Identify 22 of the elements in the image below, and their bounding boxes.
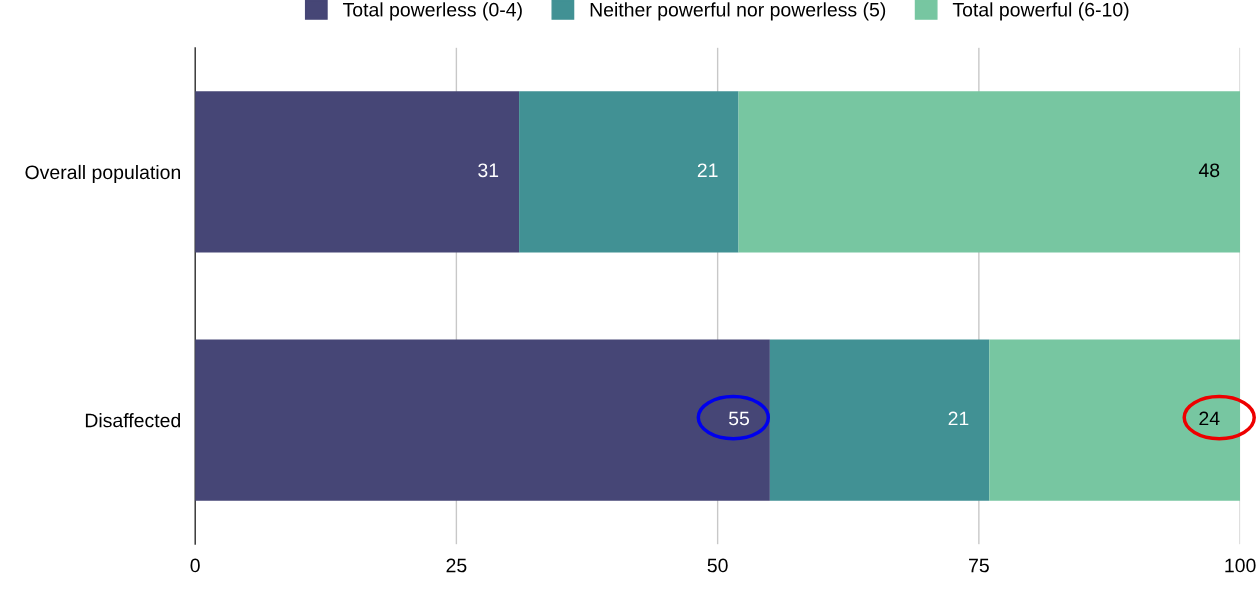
bar [738,91,1241,253]
bar [519,91,739,253]
data-label: 24 [1199,411,1220,426]
data-label: 48 [1198,163,1220,178]
bar [769,339,990,501]
x-tick-label: 0 [190,558,200,573]
legend-label: Total powerful (6-10) [952,2,1129,21]
bar [195,91,520,253]
data-label: 21 [948,411,969,426]
x-tick-label: 75 [969,558,989,573]
data-label: 21 [697,163,718,177]
y-tick-label: Disaffected [85,413,181,428]
x-tick-label: 100 [1225,558,1256,573]
y-tick-label: Overall population [25,164,180,184]
bar [989,339,1241,501]
data-label: 31 [478,163,499,178]
data-label: 55 [728,411,750,426]
x-tick-label: 50 [707,558,728,573]
legend-label: Total powerless (0-4) [343,2,522,21]
bar [195,339,770,501]
legend-label: Neither powerful nor powerless (5) [590,2,886,21]
x-tick-label: 25 [446,558,467,573]
